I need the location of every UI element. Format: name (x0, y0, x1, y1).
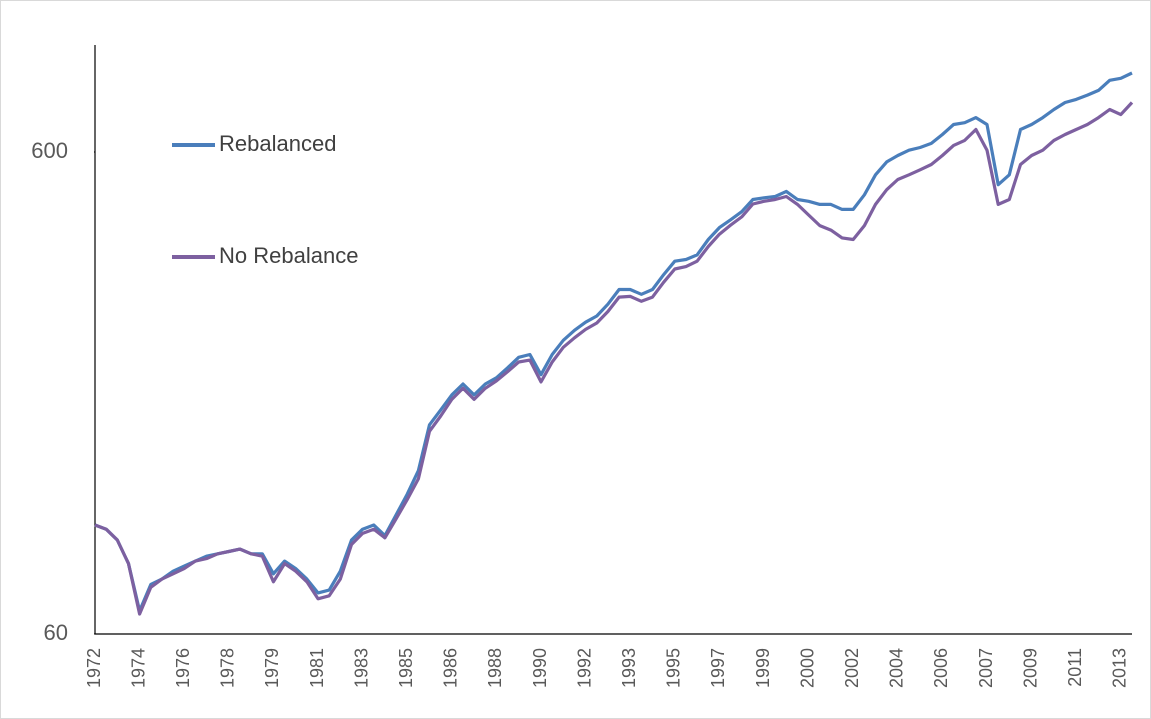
y-tick-label: 600 (31, 138, 68, 163)
x-tick-label: 1983 (351, 648, 371, 688)
x-tick-label: 1992 (574, 648, 594, 688)
x-tick-label: 1997 (708, 648, 728, 688)
x-tick-label: 1979 (262, 648, 282, 688)
x-tick-label: 1999 (753, 648, 773, 688)
x-tick-label: 1988 (485, 648, 505, 688)
y-tick-label: 60 (44, 620, 68, 645)
series-line (94, 101, 1134, 616)
series-line (94, 71, 1133, 613)
legend-label: No Rebalance (219, 243, 358, 268)
x-tick-label: 2011 (1065, 648, 1085, 687)
x-tick-label: 1978 (218, 648, 238, 688)
x-tick-label: 1990 (530, 648, 550, 688)
x-tick-label: 1993 (619, 648, 639, 688)
x-tick-label: 2007 (976, 648, 996, 688)
legend-label: Rebalanced (219, 131, 336, 156)
x-tick-label: 2000 (797, 648, 817, 688)
x-tick-label: 1981 (307, 648, 327, 688)
x-tick-label: 2004 (887, 648, 907, 688)
x-tick-label: 2002 (842, 648, 862, 688)
x-tick-label: 1974 (128, 648, 148, 688)
x-tick-label: 2013 (1110, 648, 1130, 688)
x-tick-label: 1985 (396, 648, 416, 688)
x-tick-label: 1976 (173, 648, 193, 688)
x-tick-label: 1995 (664, 648, 684, 688)
x-tick-label: 1986 (441, 648, 461, 688)
x-tick-label: 2006 (931, 648, 951, 688)
x-tick-label: 1972 (84, 648, 104, 688)
x-tick-label: 2009 (1020, 648, 1040, 688)
